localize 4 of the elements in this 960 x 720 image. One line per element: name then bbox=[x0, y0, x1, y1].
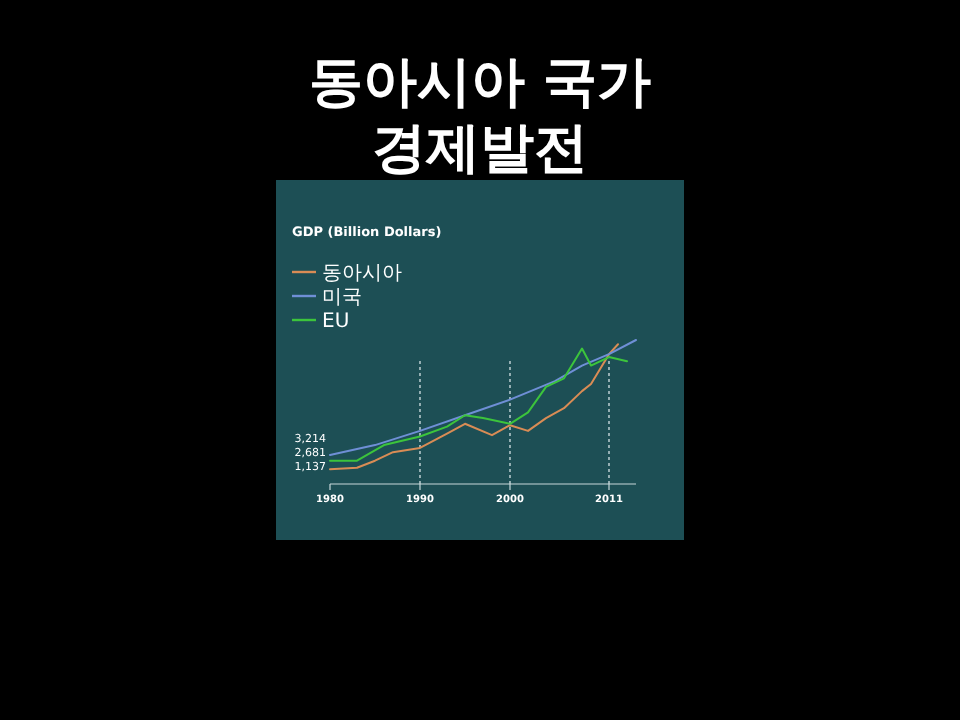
chart-title: 동아시아 국가 경제발전 bbox=[308, 52, 652, 180]
legend-label: EU bbox=[322, 311, 350, 333]
legend-label: 동아시아 bbox=[322, 263, 402, 285]
legend-label: 미국 bbox=[322, 287, 362, 309]
